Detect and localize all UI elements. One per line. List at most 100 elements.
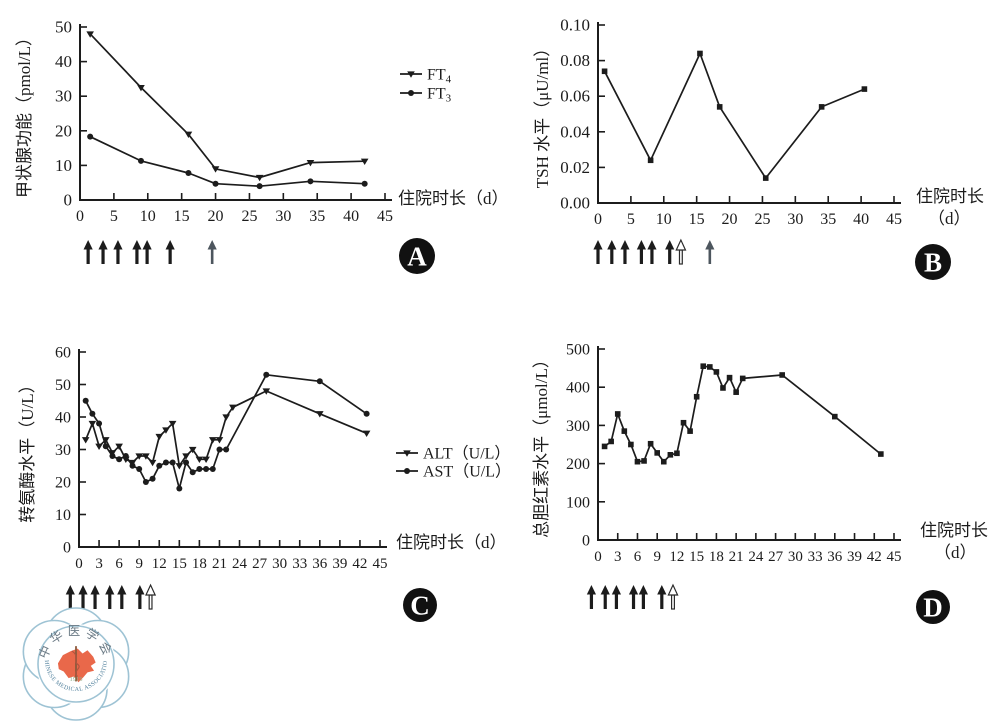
x-tick-label: 6	[634, 549, 642, 565]
treatment-arrow-head	[65, 585, 75, 595]
y-tick-label: 100	[566, 494, 590, 511]
data-point	[687, 428, 693, 434]
x-tick-label: 42	[867, 549, 882, 565]
panel-badge-circle	[915, 244, 951, 280]
treatment-arrow-head	[611, 585, 622, 595]
data-point	[211, 166, 220, 173]
y-axis-title: 转氨酶水平（U/L）	[18, 376, 37, 522]
series-alt	[81, 388, 371, 470]
x-tick-label: 40	[343, 208, 359, 225]
data-point	[654, 450, 660, 456]
x-tick-label: 0	[76, 208, 84, 225]
series-ft4	[86, 31, 369, 182]
treatment-arrow-head	[165, 240, 175, 250]
y-tick-label: 60	[55, 345, 71, 362]
data-point	[697, 50, 703, 57]
y-axis-title: TSH 水平（μU/ml）	[533, 40, 552, 188]
data-point	[707, 364, 713, 370]
data-point	[680, 419, 687, 426]
logo-china-map	[57, 646, 96, 683]
panel-badge-letter: D	[923, 593, 943, 623]
y-tick-label: 50	[55, 18, 72, 37]
treatment-arrow-head	[135, 585, 145, 595]
treatment-arrow-head	[620, 240, 630, 250]
x-tick-label: 30	[275, 208, 291, 225]
treatment-arrow-head	[90, 585, 100, 595]
y-tick-label: 50	[55, 377, 71, 394]
panel-badge-c: C	[403, 588, 437, 622]
y-tick-label: 20	[55, 121, 72, 140]
y-tick-label: 0	[64, 191, 73, 210]
y-tick-label: 300	[566, 418, 590, 435]
y-tick-label: 0.06	[560, 87, 590, 106]
x-tick-label: 21	[212, 556, 227, 572]
treatment-arrows	[586, 583, 679, 610]
data-point	[878, 451, 884, 457]
data-point	[720, 385, 726, 391]
treatment-arrow-head	[636, 240, 647, 250]
data-point	[115, 443, 123, 451]
panel-badge-d: D	[916, 590, 950, 624]
legend-label: AST（U/L）	[423, 463, 511, 481]
data-point	[212, 180, 219, 187]
treatment-arrow-head	[207, 240, 217, 250]
series-ft3	[87, 133, 368, 190]
x-tick-label: 36	[312, 556, 328, 572]
x-tick-label: 24	[748, 549, 764, 565]
panel-badge-circle	[916, 590, 950, 624]
data-point	[263, 371, 270, 378]
x-tick-label: 3	[614, 549, 622, 565]
data-point	[674, 450, 680, 457]
data-point	[182, 453, 190, 460]
y-tick-label: 40	[55, 52, 72, 71]
data-point	[136, 466, 143, 472]
data-point	[122, 453, 129, 459]
data-point	[222, 414, 230, 421]
x-tick-label: 27	[252, 556, 268, 572]
data-point	[215, 437, 224, 444]
data-point	[129, 462, 136, 469]
chart-a: 0 10 20 30 40 50 0 5 10 15 20 25 30 35 40 45 甲状腺功能（pmol/…	[15, 18, 509, 274]
panel-badge-circle	[403, 588, 437, 622]
x-tick-label: 35	[309, 208, 325, 225]
data-point	[608, 438, 614, 445]
data-point	[713, 369, 720, 375]
treatment-arrow-head	[600, 585, 610, 595]
x-tick-label: 12	[669, 549, 684, 565]
data-point	[81, 437, 90, 444]
data-point	[762, 175, 769, 181]
data-point	[116, 456, 123, 463]
data-point	[361, 180, 368, 187]
data-point	[641, 458, 647, 464]
treatment-arrow-head	[657, 585, 667, 595]
data-point	[621, 428, 628, 434]
x-tick-label: 42	[352, 556, 367, 572]
treatment-arrow-head	[638, 585, 648, 595]
y-tick-label: 40	[55, 410, 71, 427]
series-line	[84, 373, 368, 490]
x-tick-label: 9	[653, 549, 661, 565]
y-tick-label: 0.02	[560, 158, 590, 177]
data-point	[601, 68, 608, 75]
x-tick-label: 35	[820, 211, 836, 228]
x-tick-label: 15	[689, 549, 704, 565]
data-point	[628, 441, 634, 448]
treatment-arrow-head	[665, 240, 675, 250]
series-ast	[82, 371, 370, 492]
treatment-arrow-head	[98, 240, 108, 250]
data-point	[739, 375, 746, 382]
x-axis-title: （d）	[934, 543, 977, 562]
x-tick-label: 30	[788, 549, 803, 565]
y-tick-label: 0	[63, 540, 71, 557]
treatment-arrows	[83, 240, 217, 264]
treatment-arrows	[65, 583, 157, 610]
chart-b: 0.00 0.02 0.04 0.06 0.08 0.10 0 5 10 15 20 25 30 35 40…	[533, 16, 984, 280]
legend-marker	[403, 450, 411, 457]
x-tick-label: 15	[174, 208, 190, 225]
x-tick-label: 18	[192, 556, 207, 572]
data-point	[195, 456, 204, 464]
data-point	[156, 462, 163, 469]
